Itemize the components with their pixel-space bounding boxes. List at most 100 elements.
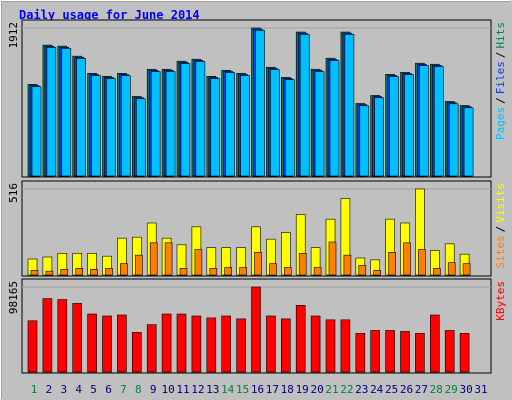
bar (117, 314, 127, 373)
x-tick-label: 22 (340, 383, 353, 396)
bar (210, 78, 221, 177)
bar (209, 268, 218, 276)
x-tick-label: 1 (31, 383, 38, 396)
bar (389, 76, 399, 177)
bar (310, 315, 321, 373)
bar (165, 71, 176, 177)
bar (132, 332, 142, 373)
bar (121, 75, 131, 177)
bar (161, 313, 172, 373)
x-tick-label: 7 (120, 383, 127, 396)
x-tick-label: 30 (459, 383, 472, 396)
bar (57, 299, 68, 373)
bar (463, 107, 474, 177)
y-tick-label: 516 (7, 183, 20, 203)
bar (31, 86, 42, 177)
bar (206, 317, 217, 373)
x-tick-label: 2 (46, 383, 53, 396)
legend: KBytes (494, 281, 507, 321)
bar (61, 48, 72, 177)
bar (314, 71, 325, 177)
x-tick-label: 15 (236, 383, 249, 396)
bar (255, 30, 265, 177)
bar (429, 314, 440, 373)
bar (236, 318, 246, 373)
bar (150, 71, 161, 177)
bar (283, 267, 292, 276)
bar (42, 298, 53, 373)
bar (269, 263, 277, 276)
bar (328, 241, 337, 276)
bar (415, 333, 425, 373)
bar (295, 305, 306, 373)
y-tick-label: 98165 (7, 281, 20, 314)
bar (284, 79, 295, 177)
x-tick-label: 26 (400, 383, 413, 396)
x-tick-label: 27 (415, 383, 428, 396)
x-tick-label: 28 (430, 383, 443, 396)
bar (444, 330, 455, 373)
x-tick-label: 11 (176, 383, 189, 396)
x-tick-label: 16 (251, 383, 264, 396)
y-tick-label: 1912 (7, 22, 20, 49)
bar (388, 252, 396, 276)
bar (329, 60, 340, 177)
x-tick-label: 14 (221, 383, 235, 396)
bar (270, 69, 280, 177)
bar (374, 97, 385, 177)
legend: Sites / Visits (494, 183, 507, 269)
bar (433, 66, 444, 177)
bar (385, 330, 395, 373)
bar (280, 318, 291, 373)
bar (462, 263, 471, 276)
bar (403, 242, 411, 276)
bar (224, 267, 232, 276)
bar (459, 333, 470, 373)
bar (87, 313, 97, 373)
bar (370, 330, 381, 373)
chart-title: Daily usage for June 2014 (19, 8, 200, 22)
bar (400, 331, 410, 373)
bar (325, 319, 336, 373)
bar (72, 303, 82, 373)
bar (149, 242, 158, 276)
bar (194, 249, 203, 276)
bar (221, 315, 231, 373)
bar (448, 103, 459, 177)
x-tick-label: 10 (161, 383, 174, 396)
legend-entry: KBytes (494, 281, 507, 321)
x-tick-label: 13 (206, 383, 219, 396)
legend-separator: / (494, 97, 507, 104)
x-tick-label: 18 (281, 383, 294, 396)
bar (359, 105, 370, 177)
bar (251, 286, 261, 373)
legend-entry: Sites (494, 235, 507, 268)
bar (191, 315, 202, 373)
bar (355, 333, 366, 373)
x-tick-label: 25 (385, 383, 398, 396)
bar (120, 263, 128, 276)
bar (447, 262, 456, 276)
bar (225, 72, 235, 177)
bar (179, 268, 188, 276)
bar (27, 320, 38, 373)
legend-entry: Visits (494, 183, 507, 223)
x-tick-label: 4 (75, 383, 82, 396)
bar (358, 265, 367, 276)
bar (313, 267, 322, 276)
bar (106, 78, 116, 177)
bar (240, 75, 250, 177)
bar (340, 319, 351, 373)
bar (343, 254, 352, 276)
x-tick-label: 19 (296, 383, 309, 396)
x-tick-label: 24 (370, 383, 384, 396)
legend-entry: Pages (494, 107, 507, 140)
bar (102, 315, 112, 373)
bar (195, 61, 206, 177)
legend-separator: / (494, 226, 507, 233)
x-tick-label: 12 (191, 383, 204, 396)
bar (90, 269, 98, 276)
bar (136, 98, 146, 177)
bar (45, 270, 54, 276)
